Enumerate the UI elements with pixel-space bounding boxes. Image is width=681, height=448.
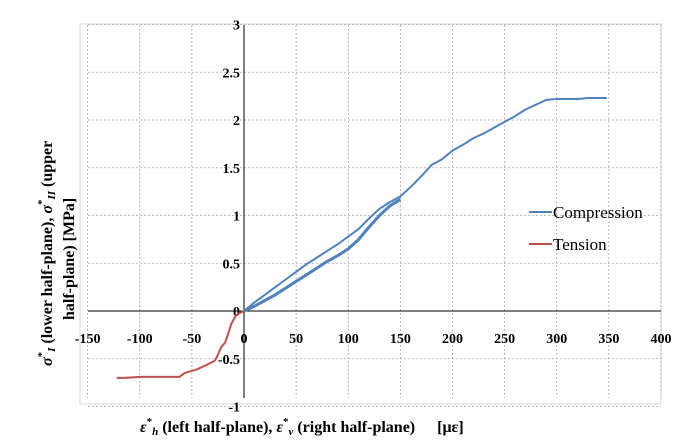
x-tick-label: 0	[241, 332, 248, 347]
legend-label-compression: Compression	[553, 203, 643, 222]
y-tick-label: 3	[233, 19, 240, 34]
y-tick-labels: -1 -0.5 0 0.5 1 1.5 2 2.5 3	[218, 19, 240, 416]
x-tick-label: -50	[183, 332, 202, 347]
x-tick-label: 300	[546, 332, 567, 347]
x-tick-label: 150	[390, 332, 411, 347]
x-tick-label: 400	[651, 332, 672, 347]
y-tick-label: 1	[233, 210, 240, 225]
axes	[88, 25, 661, 398]
y-axis-label-line-2: half-plane) [MPa]	[61, 198, 78, 320]
x-tick-labels: -150 -100 -50 0 50 100 150 200 250 300 350 400	[75, 332, 672, 347]
x-tick-label: 250	[494, 332, 515, 347]
series	[116, 97, 607, 379]
y-axis-label-line-1: σ*I (lower half-plane), σ*II (upper	[36, 141, 58, 366]
x-tick-label: 200	[442, 332, 463, 347]
y-tick-label: -0.5	[218, 353, 240, 368]
grid-lines	[87, 24, 662, 407]
y-tick-label: 2	[233, 114, 240, 129]
x-tick-label: 350	[598, 332, 619, 347]
series-line-1	[243, 198, 402, 313]
y-tick-label: 2.5	[223, 66, 241, 81]
y-tick-label: 0.5	[223, 257, 241, 272]
series-line-0	[243, 97, 607, 312]
series-line-2	[116, 310, 245, 379]
y-tick-label: -1	[228, 401, 240, 416]
x-axis-label: ε*h (left half-plane), ε*v (right half-p…	[140, 416, 464, 438]
legend: Compression Tension	[529, 203, 643, 254]
x-tick-label: -150	[75, 332, 101, 347]
legend-label-tension: Tension	[553, 235, 607, 254]
x-tick-label: 50	[289, 332, 303, 347]
y-tick-label: 1.5	[223, 162, 241, 177]
x-tick-label: -100	[127, 332, 153, 347]
y-tick-label: 0	[233, 305, 240, 320]
x-tick-label: 100	[338, 332, 359, 347]
